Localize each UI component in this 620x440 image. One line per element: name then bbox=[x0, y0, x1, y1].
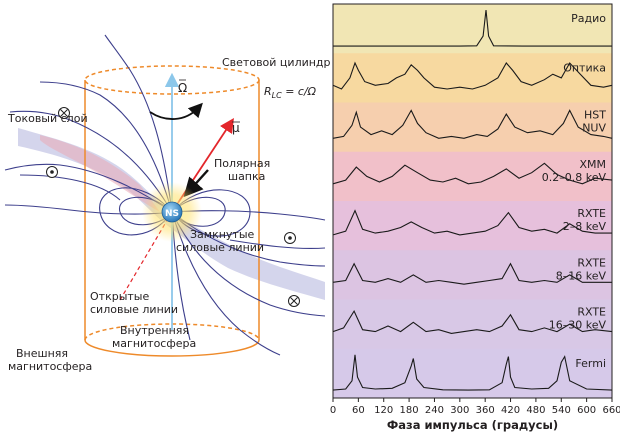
mu-label: μ bbox=[232, 121, 240, 135]
light-cylinder-label: Световой цилиндр bbox=[222, 56, 331, 69]
band-bg-1 bbox=[333, 53, 612, 103]
x-tick-label-7: 420 bbox=[501, 405, 520, 416]
ns-label: NS bbox=[165, 209, 179, 219]
open-lines-label-2: силовые линии bbox=[90, 303, 178, 316]
band-label-2-1: NUV bbox=[582, 122, 606, 135]
band-curve-5 bbox=[332, 262, 612, 285]
band-label-3-0: XMM bbox=[579, 158, 606, 171]
band-curve-7 bbox=[332, 354, 613, 391]
band-curve-0 bbox=[333, 9, 612, 47]
band-label-5-1: 8–16 keV bbox=[556, 269, 607, 282]
inner-magnetosphere-label-2: магнитосфера bbox=[112, 337, 196, 350]
band-label-4-1: 2–8 keV bbox=[563, 220, 607, 233]
omega-label: Ω bbox=[178, 81, 187, 95]
x-tick-label-1: 60 bbox=[352, 405, 365, 416]
x-tick-label-6: 360 bbox=[476, 405, 495, 416]
band-curve-3 bbox=[332, 162, 613, 185]
x-tick-label-10: 600 bbox=[577, 405, 596, 416]
x-tick-label-5: 300 bbox=[450, 405, 469, 416]
x-tick-label-8: 480 bbox=[526, 405, 545, 416]
closed-lines-label-2: силовые линии bbox=[176, 241, 264, 254]
x-tick-label-9: 540 bbox=[552, 405, 571, 416]
polar-cap-label-1: Полярная bbox=[214, 157, 270, 170]
current-sheet-label: Токовый слой bbox=[7, 112, 88, 125]
outer-magnetosphere-label-2: магнитосфера bbox=[8, 360, 92, 373]
x-axis-label: Фаза импульса (градусы) bbox=[387, 418, 558, 432]
current-sheet-band-inner bbox=[40, 135, 160, 212]
band-bg-3 bbox=[333, 151, 612, 202]
current-into-page-icon-2 bbox=[288, 295, 300, 307]
current-out-of-page-icon-2 bbox=[284, 232, 296, 244]
x-tick-label-0: 0 bbox=[330, 405, 336, 416]
x-tick-label-2: 120 bbox=[374, 405, 393, 416]
band-bg-4 bbox=[333, 201, 612, 251]
band-bg-5 bbox=[333, 250, 612, 300]
polar-cap-pointer bbox=[183, 169, 209, 198]
x-tick-label-11: 660 bbox=[602, 405, 620, 416]
neutron-star-icon bbox=[161, 201, 183, 223]
band-label-5-0: RXTE bbox=[577, 256, 606, 269]
current-out-of-page-icon bbox=[46, 166, 58, 178]
band-curve-6 bbox=[332, 309, 613, 334]
band-bg-2 bbox=[333, 102, 612, 153]
band-label-6-1: 16–30 keV bbox=[549, 319, 607, 332]
band-bg-7 bbox=[333, 348, 612, 399]
band-label-7-0: Fermi bbox=[575, 357, 606, 370]
band-label-2-0: HST bbox=[584, 109, 606, 122]
current-into-page-icon bbox=[58, 107, 70, 119]
band-label-6-0: RXTE bbox=[577, 306, 606, 319]
chart-frame bbox=[332, 3, 613, 399]
band-label-1-0: Оптика bbox=[563, 61, 606, 74]
x-tick-label-3: 180 bbox=[400, 405, 419, 416]
inner-magnetosphere-label-1: Внутренняя bbox=[120, 324, 189, 337]
polar-cap-label-2: шапка bbox=[228, 170, 265, 183]
open-lines-label-1: Открытые bbox=[90, 290, 149, 303]
x-tick-label-4: 240 bbox=[425, 405, 444, 416]
outer-magnetosphere-label-1: Внешняя bbox=[16, 347, 68, 360]
closed-lines-label-1: Замкнутые bbox=[190, 228, 255, 241]
band-label-0-0: Радио bbox=[571, 12, 606, 25]
light-cylinder bbox=[84, 65, 260, 357]
band-curve-4 bbox=[332, 209, 612, 236]
band-curve-2 bbox=[332, 109, 613, 139]
band-label-4-0: RXTE bbox=[577, 207, 606, 220]
rotation-arrow bbox=[149, 102, 203, 120]
band-label-3-1: 0.2–0.8 keV bbox=[542, 171, 607, 184]
rlc-label: RLC = c/Ω bbox=[264, 85, 317, 100]
magnetosphere-diagram: Световой цилиндр RLC = c/Ω Ω μ Токовый с… bbox=[4, 34, 331, 373]
band-bg-6 bbox=[333, 299, 612, 350]
band-curve-1 bbox=[332, 61, 613, 90]
